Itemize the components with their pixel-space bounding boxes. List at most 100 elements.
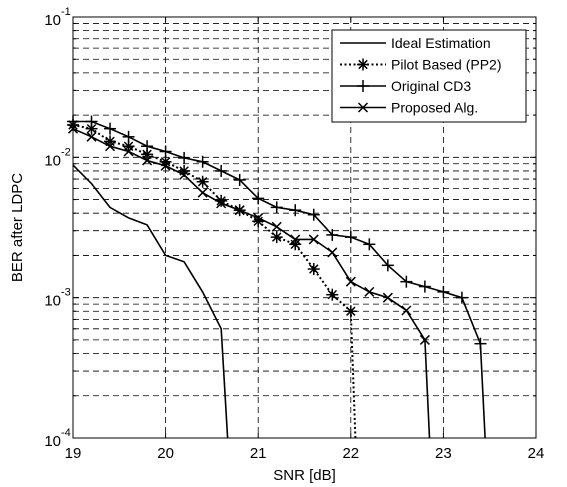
y-tick-label: 10	[44, 12, 61, 29]
series-2-point	[344, 305, 357, 318]
series-3-point	[215, 164, 228, 177]
series-4-point	[86, 131, 97, 142]
series-4-point	[197, 187, 208, 198]
series-line-1	[72, 164, 229, 439]
x-tick-label: 21	[250, 445, 267, 462]
series-4-point	[123, 146, 134, 157]
x-tick-label: 20	[157, 445, 174, 462]
legend-marker-4-stroke	[357, 102, 369, 113]
series-3-point	[344, 231, 357, 244]
series-3-point	[141, 140, 154, 153]
series-4-point	[179, 169, 190, 180]
series-2-point-stroke	[309, 264, 319, 274]
series-3-point	[418, 280, 431, 293]
series-4-point	[364, 286, 375, 297]
series-4-point	[401, 305, 412, 316]
series-3-point	[196, 155, 209, 168]
series-2-point-stroke	[271, 232, 282, 242]
series-4-point	[290, 234, 301, 245]
legend-label-2: Pilot Based (PP2)	[391, 57, 502, 73]
series-4-point	[160, 160, 171, 171]
series-line-2	[72, 124, 357, 439]
series-2-point-stroke	[346, 306, 356, 316]
x-tick-label: 24	[528, 445, 545, 462]
series-3-point	[307, 208, 320, 221]
x-tick-label: 22	[342, 445, 359, 462]
series-2-point	[326, 288, 339, 301]
series-3-point	[122, 130, 135, 143]
x-tick-label: 23	[435, 445, 452, 462]
y-tick-exponent: -2	[61, 146, 71, 158]
legend-marker-2	[357, 58, 369, 71]
series-2-point-stroke	[216, 196, 226, 206]
series-3-point	[233, 173, 246, 186]
y-tick-exponent: -4	[61, 427, 71, 439]
y-axis-label: BER after LDPC	[9, 173, 26, 282]
series-4-point-stroke	[345, 276, 356, 287]
series-4-point	[419, 334, 430, 345]
series-3-point	[455, 291, 468, 304]
series-3-point	[178, 151, 191, 164]
series-3-point	[326, 228, 339, 241]
series-4-point-stroke	[419, 334, 430, 345]
y-tick-label: 10	[44, 152, 61, 169]
series-4-point-stroke	[308, 234, 319, 245]
legend-marker-4	[357, 102, 369, 113]
y-tick-exponent: -3	[61, 287, 71, 299]
series-line-3	[73, 120, 486, 439]
series-4-point-stroke	[253, 212, 264, 223]
series-4-point-stroke	[401, 305, 412, 316]
series-4-point-stroke	[364, 286, 375, 297]
series-4-point-stroke	[290, 234, 301, 245]
y-tick-label: 10	[44, 433, 61, 450]
series-3-point	[437, 285, 450, 298]
series-4-point-stroke	[142, 155, 153, 166]
series-4-point	[345, 276, 356, 287]
series-2-point-stroke	[197, 177, 208, 187]
series-4-point	[234, 205, 245, 216]
series-4-point-stroke	[327, 247, 338, 258]
series-4-point-stroke	[234, 205, 245, 216]
series-4-point	[105, 141, 116, 152]
series-3-point	[289, 204, 302, 217]
series-4-point-stroke	[382, 292, 393, 303]
x-axis-label: SNR [dB]	[273, 467, 336, 484]
series-2-point	[196, 175, 209, 188]
y-tick-exponent: -1	[61, 6, 71, 18]
series-4-point	[382, 292, 393, 303]
y-tick-label: 10	[44, 293, 61, 310]
series-2-point	[270, 231, 283, 244]
series-3-point	[400, 275, 413, 288]
series-3-point	[159, 145, 172, 158]
legend: Ideal Estimation Pilot Based (PP2) Origina…	[331, 29, 527, 123]
series-4-point-stroke	[86, 131, 97, 142]
series-4-point	[216, 198, 227, 209]
x-tick-label: 19	[65, 445, 82, 462]
series-4-point-stroke	[197, 187, 208, 198]
series-4-point	[308, 234, 319, 245]
series-3-point	[252, 192, 265, 205]
series-lines	[67, 115, 487, 439]
legend-label-3: Original CD3	[391, 78, 471, 94]
series-3-point	[474, 337, 487, 350]
series-3-point	[104, 122, 117, 135]
legend-label-4: Proposed Alg.	[391, 100, 478, 116]
series-3-point	[381, 259, 394, 272]
series-4-point-stroke	[160, 160, 171, 171]
series-2-point	[307, 263, 320, 276]
series-3-point	[363, 238, 376, 251]
series-4-point	[271, 221, 282, 232]
series-4-point	[327, 247, 338, 258]
legend-marker-2-stroke	[358, 59, 368, 70]
series-3-point	[270, 201, 283, 214]
series-2-point-stroke	[86, 123, 97, 134]
legend-label-1: Ideal Estimation	[391, 35, 491, 51]
series-4-point-stroke	[105, 141, 116, 152]
series-4-point	[142, 155, 153, 166]
series-4-point-stroke	[271, 221, 282, 232]
plot-frame	[72, 16, 537, 439]
series-4-point	[253, 212, 264, 223]
series-2-point-stroke	[327, 289, 338, 300]
